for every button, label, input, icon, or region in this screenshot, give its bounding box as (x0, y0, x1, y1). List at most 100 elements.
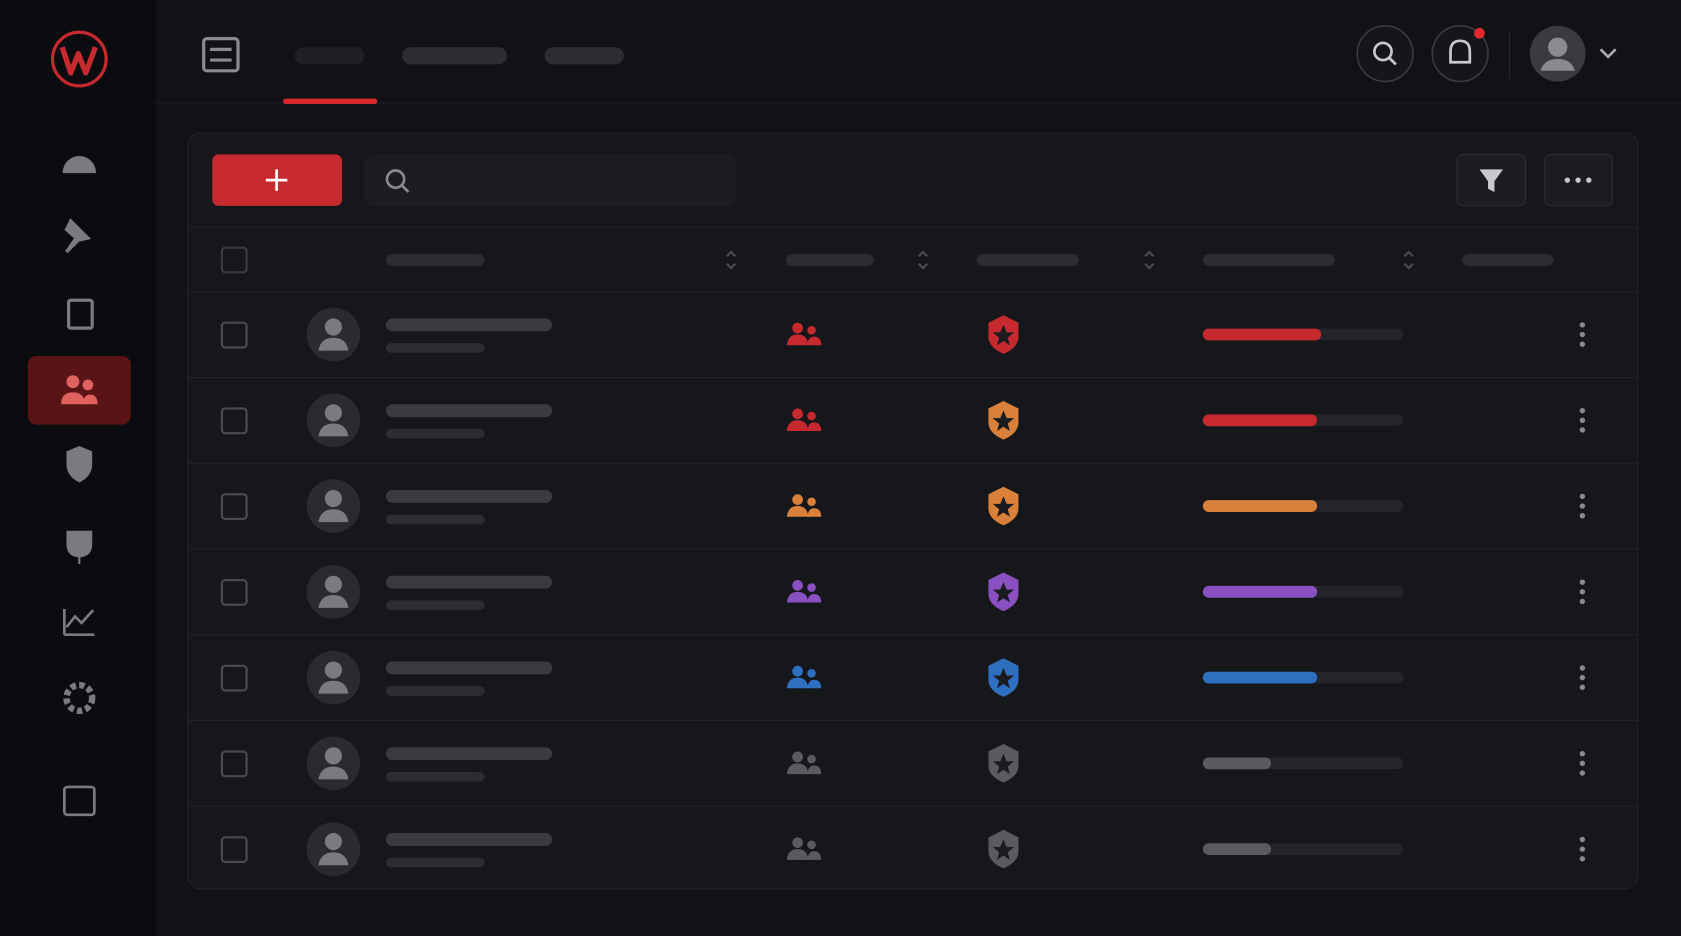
progress-fill (1202, 328, 1322, 341)
name-placeholder[interactable] (385, 318, 553, 332)
row-checkbox[interactable] (220, 836, 248, 864)
row-checkbox[interactable] (220, 578, 248, 606)
role-badge (988, 658, 1019, 697)
analytics-icon[interactable] (62, 608, 95, 637)
row-checkbox[interactable] (220, 407, 248, 435)
menu-icon[interactable] (202, 37, 240, 73)
row-checkbox[interactable] (220, 750, 248, 778)
badge-star (992, 496, 1015, 517)
avatar-head (324, 404, 342, 422)
row-actions[interactable] (1579, 665, 1586, 690)
email-placeholder (385, 514, 485, 525)
action-dot (1579, 856, 1586, 862)
avatar-body (318, 852, 349, 866)
posts-icon[interactable] (64, 218, 92, 254)
user-avatar (306, 393, 361, 448)
name-placeholder[interactable] (385, 404, 553, 418)
account-menu[interactable] (1529, 25, 1617, 82)
user-avatar (306, 479, 361, 533)
email-placeholder (385, 857, 485, 868)
progress-fill (1202, 414, 1318, 427)
pages-icon[interactable] (67, 298, 94, 330)
group-icon (786, 837, 822, 860)
row-checkbox[interactable] (220, 321, 248, 349)
action-dot (1579, 674, 1586, 681)
search-input[interactable] (364, 154, 736, 206)
row-actions[interactable] (1579, 751, 1586, 776)
action-dot (1579, 684, 1586, 690)
search-button[interactable] (1356, 24, 1414, 83)
action-dot (1579, 503, 1586, 509)
user-avatar (306, 736, 361, 791)
plugins-icon[interactable] (66, 530, 93, 564)
name-placeholder[interactable] (385, 747, 553, 761)
group-person (792, 665, 803, 677)
dashboard-icon[interactable] (62, 156, 96, 174)
column-header[interactable] (785, 254, 874, 266)
tab[interactable] (402, 47, 508, 65)
group-person (807, 325, 816, 335)
sort-icon[interactable] (918, 250, 929, 270)
name-placeholder[interactable] (385, 489, 553, 503)
badge-star (992, 410, 1015, 432)
avatar-body (318, 595, 349, 608)
avatar-body (318, 423, 349, 437)
select-all-checkbox[interactable] (220, 246, 248, 274)
row-actions[interactable] (1579, 407, 1586, 433)
active-nav-item[interactable] (27, 355, 131, 425)
sort-icon[interactable] (1403, 250, 1414, 270)
badge-star (992, 324, 1015, 346)
column-header[interactable] (976, 254, 1079, 266)
group-person (807, 422, 822, 432)
action-dot (1579, 589, 1586, 595)
name-placeholder[interactable] (385, 661, 553, 675)
row-actions[interactable] (1579, 836, 1586, 862)
row-actions[interactable] (1579, 579, 1586, 605)
role-badge (988, 486, 1019, 526)
action-dot (1579, 770, 1586, 776)
name-placeholder[interactable] (385, 833, 553, 846)
name-placeholder[interactable] (385, 575, 553, 589)
group-person (792, 837, 803, 849)
action-dot (1579, 407, 1586, 414)
column-header[interactable] (1462, 254, 1554, 266)
notifications-button[interactable] (1431, 24, 1489, 83)
wp-logo[interactable] (50, 30, 108, 88)
action-dot (1579, 836, 1586, 843)
user-avatar (306, 307, 361, 362)
user-avatar (306, 650, 361, 705)
row-checkbox[interactable] (220, 664, 248, 692)
row-actions[interactable] (1579, 493, 1586, 519)
tab-active[interactable] (294, 47, 365, 65)
row-actions[interactable] (1579, 322, 1586, 347)
column-header[interactable] (1202, 254, 1335, 266)
action-dot (1579, 341, 1586, 347)
group-person (807, 765, 822, 775)
filter-icon (1479, 169, 1504, 192)
group-icon (786, 408, 822, 432)
more-icon (1564, 177, 1592, 183)
group-person (786, 591, 809, 603)
action-dot (1579, 579, 1586, 585)
progress-fill (1202, 843, 1272, 856)
badge-star (992, 839, 1015, 860)
avatar-head (324, 833, 342, 851)
sort-icon[interactable] (726, 250, 737, 270)
row-checkbox[interactable] (220, 493, 248, 520)
avatar-body (318, 337, 349, 351)
table-rows (187, 291, 1639, 876)
group-person (786, 420, 809, 432)
avatar-body (318, 680, 349, 694)
settings-icon[interactable] (63, 681, 96, 715)
security-icon[interactable] (66, 446, 93, 483)
tab[interactable] (544, 47, 624, 65)
avatar-head (324, 575, 342, 593)
action-dot (1579, 846, 1586, 852)
sort-icon[interactable] (1144, 250, 1155, 270)
group-person (807, 593, 822, 603)
avatar-head (324, 489, 342, 508)
tools-icon[interactable] (62, 785, 96, 817)
column-header[interactable] (385, 254, 485, 266)
progress-fill (1202, 671, 1318, 684)
